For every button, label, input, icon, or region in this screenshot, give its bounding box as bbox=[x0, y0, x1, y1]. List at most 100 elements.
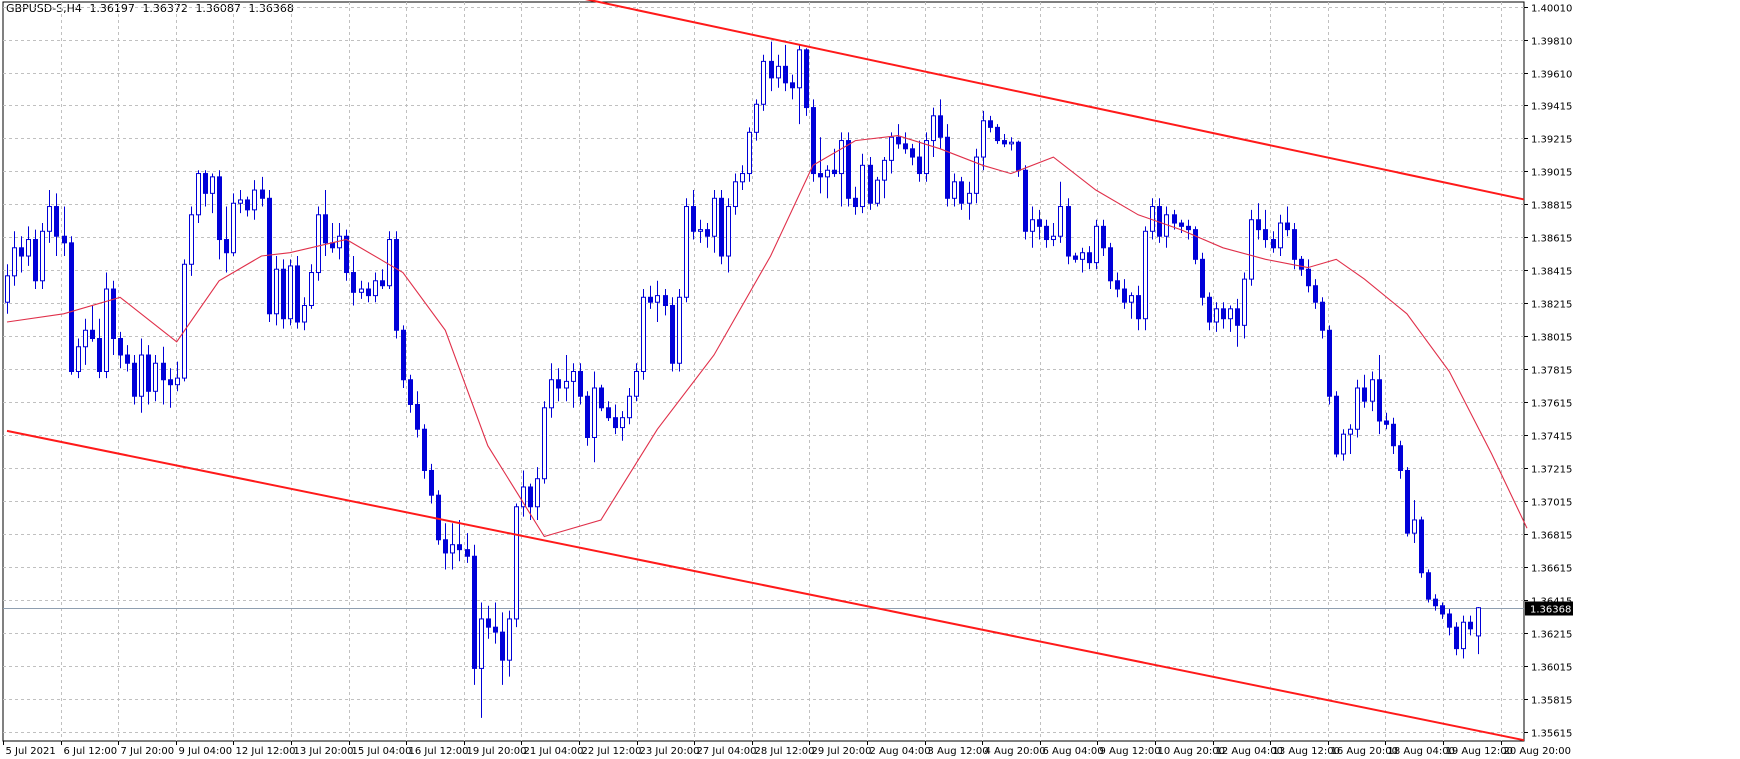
candles-group bbox=[5, 41, 1481, 718]
candle-body bbox=[1461, 621, 1466, 650]
y-tick-label: 1.38815 bbox=[1531, 201, 1572, 212]
candle-body bbox=[853, 197, 858, 208]
candle-body bbox=[839, 140, 844, 175]
candle-body bbox=[1016, 141, 1021, 171]
y-tick-label: 1.39015 bbox=[1531, 168, 1572, 179]
candle-body bbox=[1094, 225, 1099, 264]
candle-body bbox=[514, 506, 519, 620]
candle-body bbox=[712, 197, 717, 237]
candle-body bbox=[549, 379, 554, 409]
candle-body bbox=[54, 206, 59, 237]
x-tick-label: 22 Jul 12:00 bbox=[582, 746, 642, 757]
y-tick-label: 1.35815 bbox=[1531, 696, 1572, 707]
candle-body bbox=[599, 387, 604, 409]
candle-body bbox=[1207, 296, 1212, 323]
candle-body bbox=[351, 272, 356, 293]
candle-body bbox=[457, 544, 462, 551]
y-tick-label: 1.38015 bbox=[1531, 333, 1572, 344]
candle-body bbox=[1370, 379, 1375, 402]
candle-body bbox=[323, 214, 328, 244]
candle-body bbox=[974, 156, 979, 194]
candle-body bbox=[1066, 206, 1071, 257]
y-tick-label: 1.38415 bbox=[1531, 267, 1572, 278]
y-tick-label: 1.39610 bbox=[1531, 70, 1572, 81]
candle-body bbox=[1186, 225, 1191, 231]
candle-body bbox=[783, 65, 788, 84]
current-price-label: 1.36368 bbox=[1530, 605, 1571, 616]
candle-body bbox=[196, 173, 201, 216]
candle-body bbox=[1051, 235, 1056, 241]
x-tick-label: 10 Aug 20:00 bbox=[1158, 746, 1225, 757]
candle-body bbox=[507, 618, 512, 661]
y-tick-label: 1.37615 bbox=[1531, 399, 1572, 410]
x-tick-label: 28 Jul 12:00 bbox=[755, 746, 815, 757]
x-tick-label: 4 Aug 20:00 bbox=[985, 746, 1046, 757]
candle-body bbox=[486, 618, 491, 628]
candle-body bbox=[422, 428, 427, 471]
candle-body bbox=[1136, 295, 1141, 320]
candle-body bbox=[62, 235, 67, 244]
candle-body bbox=[542, 407, 547, 480]
candle-body bbox=[366, 288, 371, 297]
candle-body bbox=[1348, 428, 1353, 435]
x-tick-label: 21 Jul 04:00 bbox=[524, 746, 584, 757]
candle-body bbox=[1405, 469, 1410, 534]
candle-body bbox=[1476, 607, 1481, 637]
candle-body bbox=[1384, 420, 1389, 425]
candle-body bbox=[47, 206, 52, 232]
candle-body bbox=[295, 265, 300, 323]
candle-body bbox=[1412, 519, 1417, 534]
candle-body bbox=[1009, 141, 1014, 145]
candle-body bbox=[528, 486, 533, 508]
candle-body bbox=[981, 120, 986, 158]
candle-body bbox=[896, 136, 901, 145]
candle-body bbox=[634, 371, 639, 397]
candle-body bbox=[606, 407, 611, 419]
y-tick-label: 1.37215 bbox=[1531, 465, 1572, 476]
candle-body bbox=[415, 403, 420, 430]
candle-body bbox=[648, 296, 653, 303]
candle-body bbox=[924, 140, 929, 175]
y-tick-label: 1.39810 bbox=[1531, 37, 1572, 48]
candle-body bbox=[1228, 308, 1233, 320]
candle-body bbox=[754, 103, 759, 133]
candle-body bbox=[1433, 598, 1438, 607]
x-tick-label: 16 Aug 20:00 bbox=[1331, 746, 1398, 757]
candle-body bbox=[1023, 169, 1028, 232]
x-tick-label: 7 Jul 20:00 bbox=[121, 746, 175, 757]
candle-body bbox=[910, 148, 915, 158]
candle-body bbox=[620, 417, 625, 429]
x-tick-label: 5 Jul 2021 bbox=[6, 746, 56, 757]
candle-body bbox=[641, 296, 646, 372]
y-tick-label: 1.39415 bbox=[1531, 102, 1572, 113]
candle-body bbox=[104, 288, 109, 372]
candle-body bbox=[1179, 222, 1184, 227]
candle-body bbox=[146, 354, 151, 392]
candle-body bbox=[832, 169, 837, 175]
candle-body bbox=[97, 338, 102, 373]
candle-body bbox=[238, 199, 243, 204]
candle-body bbox=[967, 192, 972, 204]
candle-body bbox=[663, 295, 668, 307]
y-tick-label: 1.36015 bbox=[1531, 663, 1572, 674]
y-tick-label: 1.37815 bbox=[1531, 366, 1572, 377]
candle-body bbox=[670, 305, 675, 364]
symbol-label: GBPUSD-S,H4 bbox=[6, 2, 82, 15]
candle-body bbox=[1419, 519, 1424, 574]
candle-body bbox=[231, 202, 236, 254]
candle-body bbox=[1327, 329, 1332, 397]
candle-body bbox=[33, 239, 38, 282]
candle-body bbox=[1292, 229, 1297, 260]
x-tick-label: 18 Aug 04:00 bbox=[1388, 746, 1455, 757]
candle-body bbox=[677, 296, 682, 364]
candle-body bbox=[1058, 206, 1063, 237]
candle-body bbox=[408, 379, 413, 405]
x-tick-label: 6 Aug 04:00 bbox=[1043, 746, 1104, 757]
x-tick-label: 19 Aug 12:00 bbox=[1446, 746, 1513, 757]
candle-body bbox=[733, 181, 738, 208]
candle-body bbox=[1377, 379, 1382, 422]
candle-body bbox=[1341, 433, 1346, 455]
candle-body bbox=[988, 120, 993, 128]
candle-body bbox=[917, 156, 922, 175]
